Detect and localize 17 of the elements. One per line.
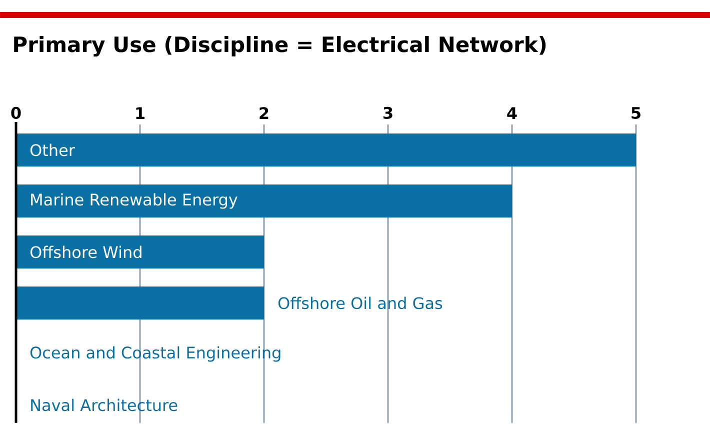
- x-tick-label: 4: [507, 107, 517, 119]
- y-tick-label: Ocean and Coastal Engineering: [30, 346, 280, 362]
- y-tick-label: Naval Architecture: [31, 398, 178, 412]
- x-tick-label: 1: [136, 107, 144, 119]
- y-tick-label: Other: [30, 144, 75, 156]
- bar: [16, 184, 512, 218]
- y-tick-label: Marine Renewable Energy: [31, 193, 238, 209]
- y-tick-label: Offshore Wind: [30, 246, 142, 258]
- x-tick-label: 0: [11, 106, 21, 119]
- x-tick-label: 2: [260, 107, 268, 119]
- x-tick-label: 3: [384, 106, 392, 119]
- bar: [16, 133, 636, 166]
- chart-title: Primary Use (Discipline = Electrical Network): [14, 36, 546, 57]
- x-tick-label: 5: [632, 107, 640, 119]
- y-tick-label: Offshore Oil and Gas: [278, 296, 442, 310]
- bar: [16, 235, 264, 268]
- bar: [16, 286, 264, 320]
